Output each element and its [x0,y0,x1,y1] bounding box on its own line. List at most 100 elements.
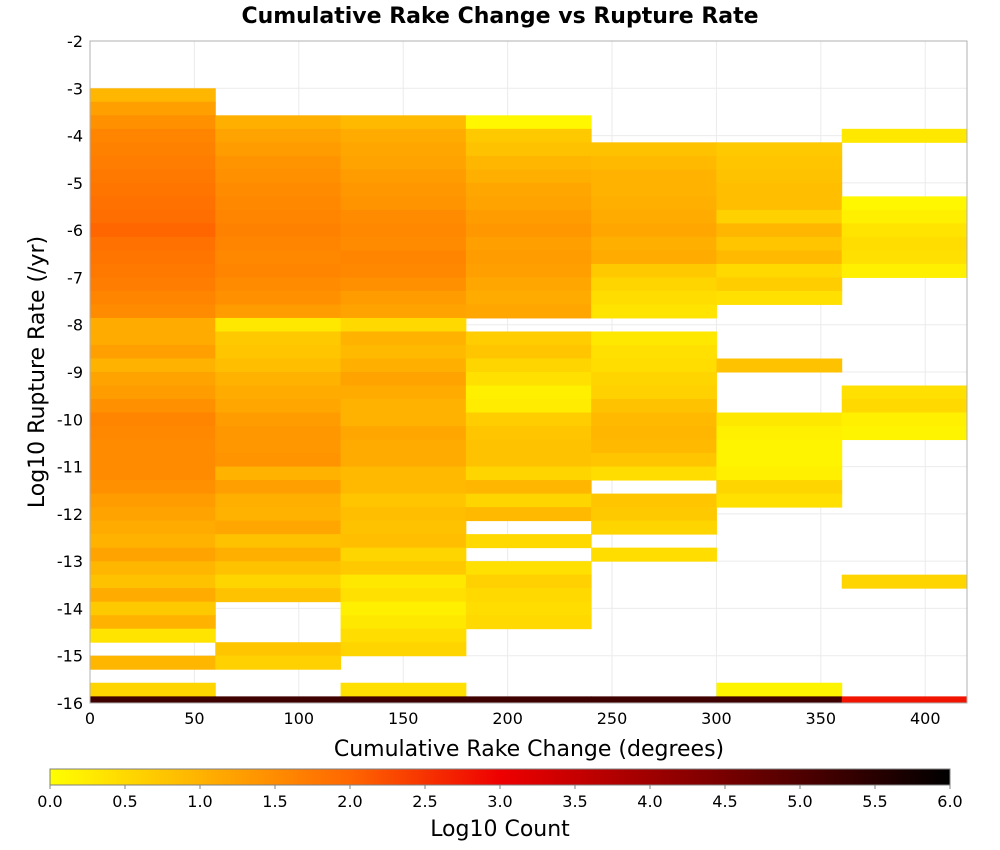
heatmap-cell [591,155,717,170]
heatmap-cell [465,561,592,576]
y-tick-label: -2 [67,32,83,51]
heatmap-cell [465,574,592,589]
heatmap-cell [90,277,216,292]
heatmap-cell [340,534,467,549]
heatmap-cell [215,142,342,157]
heatmap-cell [716,412,843,427]
heatmap-cell [90,453,216,468]
heatmap-cell [465,453,592,468]
heatmap-cell [591,385,717,400]
heatmap-cell [841,209,968,224]
y-tick-label: -16 [57,694,83,713]
heatmap-cell [90,290,216,305]
x-tick-label: 400 [910,709,941,728]
colorbar-tick-label: 4.5 [712,792,737,811]
heatmap-cell [90,534,216,549]
heatmap-cell [90,696,216,703]
heatmap-cell [340,466,467,481]
heatmap-cell [215,304,342,319]
heatmap-cell [591,466,717,481]
heatmap-cell [591,547,717,562]
heatmap-cell [841,223,968,238]
heatmap-cell [215,344,342,359]
y-tick-label: -3 [67,79,83,98]
heatmap-cell [340,682,467,697]
x-axis-label: Cumulative Rake Change (degrees) [334,737,724,762]
heatmap-cell [465,601,592,616]
heatmap-cell [591,507,717,522]
heatmap-cell [340,601,467,616]
colorbar-tick-label: 4.0 [637,792,662,811]
heatmap-cell [340,453,467,468]
heatmap-cell [340,372,467,387]
heatmap-cell [215,128,342,143]
heatmap-cell [465,263,592,278]
heatmap-cell [591,358,717,373]
heatmap-cell [215,155,342,170]
colorbar-tick-label: 0.0 [37,792,62,811]
heatmap-cell [465,209,592,224]
heatmap-cell [215,547,342,562]
heatmap-cell [465,196,592,211]
colorbar [49,768,951,786]
heatmap-cell [465,344,592,359]
heatmap-cell [841,696,968,703]
heatmap-cell [591,250,717,265]
heatmap-cell [591,493,717,508]
colorbar-tick-label: 2.5 [412,792,437,811]
heatmap-cell [841,236,968,251]
colorbar-tick-label: 6.0 [937,792,962,811]
heatmap-cell [340,223,467,238]
heatmap-cell [716,493,843,508]
heatmap-cell [340,547,467,562]
heatmap-cell [90,655,216,670]
heatmap-cell [90,209,216,224]
heatmap-cell [90,372,216,387]
heatmap-cell [90,439,216,454]
heatmap-cell [465,128,592,143]
heatmap-cell [340,155,467,170]
heatmap-cell [465,304,592,319]
heatmap-cell [716,250,843,265]
heatmap-cell [716,196,843,211]
heatmap-cell [215,480,342,495]
heatmap-cell [215,223,342,238]
heatmap-cell [340,236,467,251]
heatmap-cell [841,412,968,427]
heatmap-cell [841,250,968,265]
heatmap-cell [340,344,467,359]
heatmap-cell [465,480,592,495]
heatmap-cell [215,331,342,346]
y-tick-label: -8 [67,316,83,335]
y-tick-label: -11 [57,458,83,477]
x-tick-label: 100 [284,709,315,728]
heatmap-cell [340,588,467,603]
heatmap-cell [90,588,216,603]
plot-border [89,40,968,704]
x-tick-label: 150 [388,709,419,728]
heatmap-cell [841,399,968,414]
heatmap-cell [591,399,717,414]
heatmap-cell [215,426,342,441]
heatmap-cell [465,493,592,508]
heatmap-cell [465,331,592,346]
heatmap-cell [215,277,342,292]
heatmap-cell [465,439,592,454]
heatmap-cell [215,263,342,278]
heatmap-cell [215,655,342,670]
heatmap-cell [591,439,717,454]
heatmap-cell [90,155,216,170]
heatmap-cell [340,696,467,703]
y-tick-label: -4 [67,127,83,146]
heatmap-cell [465,236,592,251]
heatmap-cells [90,88,968,703]
x-tick-label: 250 [597,709,628,728]
colorbar-gradient [49,768,951,786]
heatmap-cell [465,250,592,265]
colorbar-tick-label: 3.5 [562,792,587,811]
heatmap-cell [591,453,717,468]
heatmap-cell [215,372,342,387]
heatmap-cell [465,466,592,481]
heatmap-cell [215,196,342,211]
heatmap-cell [215,642,342,657]
